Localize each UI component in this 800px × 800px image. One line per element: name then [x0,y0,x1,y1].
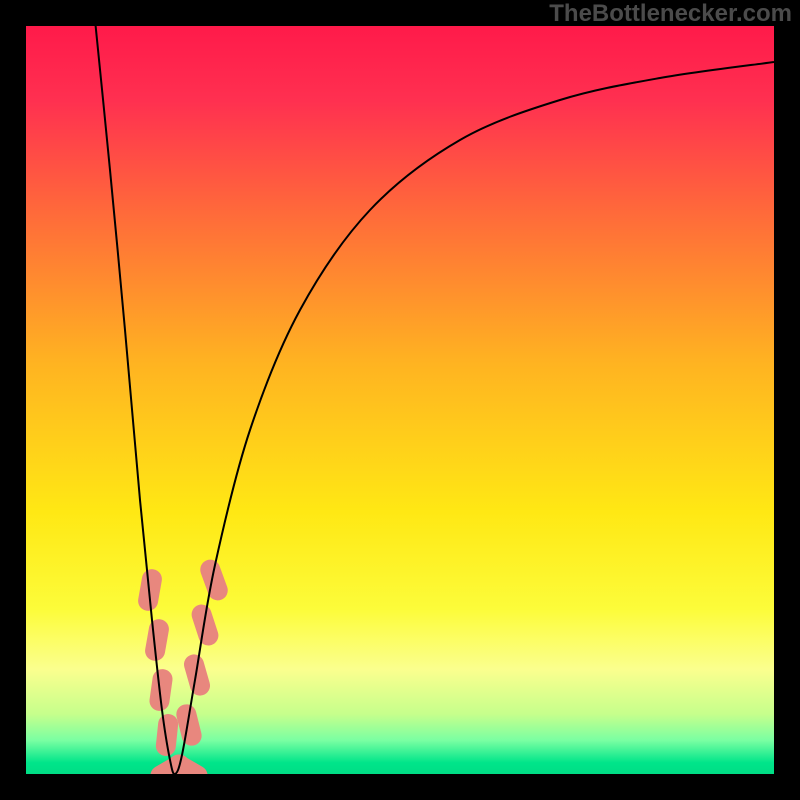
chart-background [26,26,774,774]
bottleneck-chart [0,0,800,800]
chart-container: TheBottlenecker.com [0,0,800,800]
watermark-text: TheBottlenecker.com [549,0,792,28]
